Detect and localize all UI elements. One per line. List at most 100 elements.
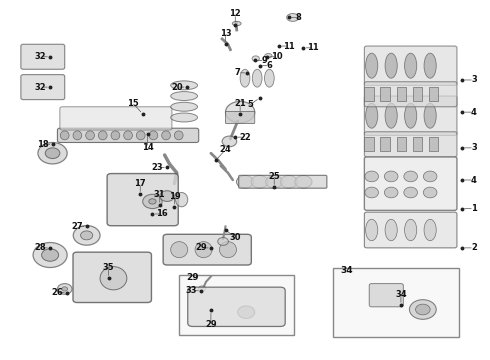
Ellipse shape	[33, 243, 67, 267]
Text: 25: 25	[269, 172, 280, 181]
Text: 14: 14	[142, 143, 153, 152]
Text: 4: 4	[471, 108, 477, 117]
Ellipse shape	[265, 54, 272, 58]
FancyBboxPatch shape	[365, 132, 457, 157]
Ellipse shape	[410, 300, 436, 319]
Ellipse shape	[423, 171, 437, 182]
Text: 11: 11	[283, 41, 294, 50]
Ellipse shape	[416, 304, 430, 315]
Ellipse shape	[424, 219, 436, 241]
Bar	[429, 137, 439, 152]
Text: 29: 29	[187, 273, 199, 282]
Text: 3: 3	[471, 143, 477, 152]
Ellipse shape	[265, 69, 274, 87]
FancyBboxPatch shape	[107, 174, 178, 226]
FancyBboxPatch shape	[365, 96, 457, 135]
Ellipse shape	[366, 219, 378, 241]
Ellipse shape	[42, 249, 59, 261]
Text: 10: 10	[271, 52, 282, 61]
Text: 3: 3	[471, 76, 477, 85]
Ellipse shape	[136, 131, 145, 140]
Ellipse shape	[405, 53, 417, 78]
FancyBboxPatch shape	[365, 212, 457, 248]
Text: 15: 15	[127, 99, 139, 108]
Text: 34: 34	[340, 266, 353, 275]
Ellipse shape	[287, 14, 299, 21]
Ellipse shape	[98, 131, 107, 140]
FancyBboxPatch shape	[188, 287, 285, 327]
Ellipse shape	[73, 226, 100, 245]
Text: 34: 34	[395, 290, 407, 299]
Ellipse shape	[295, 176, 312, 188]
FancyBboxPatch shape	[73, 252, 151, 302]
FancyBboxPatch shape	[365, 157, 457, 210]
Text: 18: 18	[37, 140, 49, 149]
FancyBboxPatch shape	[21, 75, 65, 100]
Ellipse shape	[195, 242, 212, 258]
Ellipse shape	[171, 102, 197, 111]
Ellipse shape	[266, 176, 283, 188]
Text: 13: 13	[220, 29, 231, 38]
Ellipse shape	[384, 171, 398, 182]
Ellipse shape	[252, 69, 262, 87]
Text: 20: 20	[171, 83, 183, 92]
Text: 29: 29	[196, 243, 207, 252]
Ellipse shape	[220, 242, 237, 258]
FancyBboxPatch shape	[365, 82, 457, 107]
Ellipse shape	[385, 103, 397, 128]
Text: 22: 22	[239, 132, 251, 141]
FancyBboxPatch shape	[225, 111, 255, 123]
Ellipse shape	[100, 267, 127, 290]
Text: 8: 8	[296, 13, 301, 22]
Ellipse shape	[86, 131, 95, 140]
Text: 27: 27	[71, 222, 83, 231]
Bar	[179, 275, 294, 336]
Text: 7: 7	[235, 68, 241, 77]
Ellipse shape	[162, 131, 171, 140]
Ellipse shape	[198, 286, 206, 291]
Bar	[365, 137, 374, 152]
Text: 11: 11	[307, 43, 319, 52]
Text: 33: 33	[186, 286, 197, 295]
Ellipse shape	[175, 193, 188, 207]
FancyBboxPatch shape	[369, 284, 403, 307]
Ellipse shape	[222, 136, 237, 147]
Bar	[380, 137, 390, 152]
FancyBboxPatch shape	[365, 46, 457, 85]
Ellipse shape	[365, 171, 378, 182]
Bar	[429, 87, 439, 102]
Text: 12: 12	[229, 9, 241, 18]
Ellipse shape	[38, 143, 67, 164]
Ellipse shape	[174, 131, 183, 140]
Ellipse shape	[160, 191, 174, 202]
Ellipse shape	[171, 91, 197, 100]
Text: 31: 31	[154, 190, 166, 199]
Text: 2: 2	[471, 243, 477, 252]
Ellipse shape	[218, 238, 228, 246]
Ellipse shape	[232, 21, 241, 26]
FancyBboxPatch shape	[57, 128, 199, 143]
Ellipse shape	[238, 306, 255, 319]
FancyBboxPatch shape	[21, 44, 65, 69]
Bar	[380, 87, 390, 102]
Text: 32: 32	[35, 83, 46, 92]
Bar	[365, 87, 374, 102]
Ellipse shape	[73, 131, 82, 140]
Ellipse shape	[80, 231, 93, 240]
FancyBboxPatch shape	[163, 234, 251, 265]
Ellipse shape	[405, 103, 417, 128]
Bar	[413, 87, 422, 102]
Ellipse shape	[240, 69, 250, 87]
Text: 1: 1	[471, 204, 477, 213]
Bar	[396, 87, 406, 102]
FancyBboxPatch shape	[239, 175, 327, 188]
FancyBboxPatch shape	[60, 107, 172, 130]
Text: 26: 26	[51, 288, 63, 297]
Text: 9: 9	[262, 56, 268, 65]
Ellipse shape	[60, 131, 69, 140]
Ellipse shape	[404, 187, 417, 198]
Bar	[413, 137, 422, 152]
Ellipse shape	[424, 53, 436, 78]
Ellipse shape	[237, 176, 253, 188]
Ellipse shape	[225, 102, 255, 123]
